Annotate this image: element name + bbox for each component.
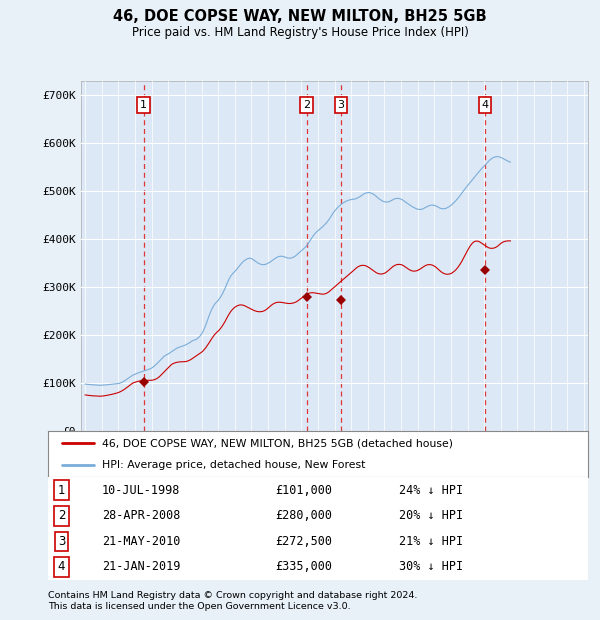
Text: 3: 3 [337, 100, 344, 110]
Text: 30% ↓ HPI: 30% ↓ HPI [399, 560, 463, 574]
Text: Contains HM Land Registry data © Crown copyright and database right 2024.
This d: Contains HM Land Registry data © Crown c… [48, 591, 418, 611]
Text: 2: 2 [58, 509, 65, 522]
Text: 46, DOE COPSE WAY, NEW MILTON, BH25 5GB (detached house): 46, DOE COPSE WAY, NEW MILTON, BH25 5GB … [102, 438, 453, 448]
Text: 21-MAY-2010: 21-MAY-2010 [102, 535, 181, 548]
Text: 2: 2 [303, 100, 310, 110]
Text: Price paid vs. HM Land Registry's House Price Index (HPI): Price paid vs. HM Land Registry's House … [131, 26, 469, 39]
Text: 20% ↓ HPI: 20% ↓ HPI [399, 509, 463, 522]
Text: 10-JUL-1998: 10-JUL-1998 [102, 484, 181, 497]
Text: £272,500: £272,500 [275, 535, 332, 548]
Text: 24% ↓ HPI: 24% ↓ HPI [399, 484, 463, 497]
Text: HPI: Average price, detached house, New Forest: HPI: Average price, detached house, New … [102, 460, 365, 470]
Text: 4: 4 [481, 100, 488, 110]
Text: £101,000: £101,000 [275, 484, 332, 497]
Text: 4: 4 [58, 560, 65, 574]
Text: 21-JAN-2019: 21-JAN-2019 [102, 560, 181, 574]
Text: 21% ↓ HPI: 21% ↓ HPI [399, 535, 463, 548]
Text: 46, DOE COPSE WAY, NEW MILTON, BH25 5GB: 46, DOE COPSE WAY, NEW MILTON, BH25 5GB [113, 9, 487, 24]
Text: 3: 3 [58, 535, 65, 548]
Text: 1: 1 [140, 100, 147, 110]
Text: 1: 1 [58, 484, 65, 497]
Text: £335,000: £335,000 [275, 560, 332, 574]
Text: 28-APR-2008: 28-APR-2008 [102, 509, 181, 522]
Text: £280,000: £280,000 [275, 509, 332, 522]
